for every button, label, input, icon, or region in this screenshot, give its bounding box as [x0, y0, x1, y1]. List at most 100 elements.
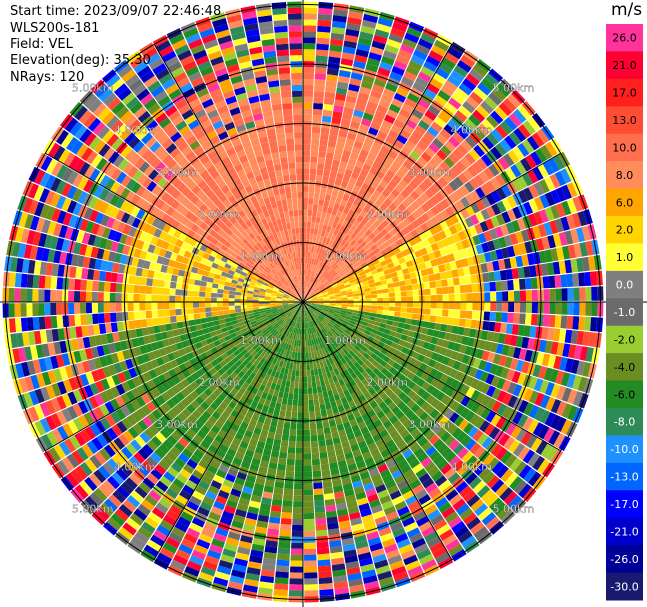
range-gate	[325, 80, 337, 88]
range-gate	[288, 441, 296, 448]
range-gate	[489, 281, 497, 292]
range-gate	[348, 350, 356, 358]
range-gate	[313, 246, 318, 254]
range-gate	[319, 329, 325, 336]
range-gate	[489, 342, 498, 353]
range-gate	[293, 495, 303, 502]
range-gate	[424, 288, 431, 296]
range-gate	[433, 361, 442, 371]
range-gate	[392, 321, 400, 328]
range-gate	[317, 297, 324, 300]
range-gate	[210, 292, 218, 298]
range-gate	[234, 295, 241, 299]
range-gate	[304, 578, 318, 585]
range-gate	[402, 38, 417, 49]
range-gate	[437, 89, 451, 102]
range-gate	[420, 135, 432, 147]
range-gate	[401, 226, 410, 236]
range-gate	[317, 553, 331, 561]
range-gate	[377, 271, 385, 277]
range-gate	[309, 233, 314, 241]
range-gate	[389, 211, 398, 221]
range-gate	[335, 303, 342, 306]
range-gate	[328, 239, 334, 247]
range-gate	[560, 168, 572, 184]
range-gate	[388, 179, 398, 189]
range-gate	[470, 202, 481, 214]
range-gate	[411, 129, 423, 141]
range-gate	[352, 185, 361, 194]
range-gate	[305, 299, 312, 302]
range-gate	[381, 332, 390, 340]
range-gate	[448, 439, 460, 451]
range-gate	[304, 554, 317, 561]
range-gate	[365, 302, 372, 306]
range-gate	[286, 374, 292, 382]
range-gate	[512, 411, 524, 425]
range-gate	[193, 285, 201, 292]
range-gate	[284, 482, 294, 490]
range-gate	[274, 481, 285, 489]
range-gate	[435, 315, 443, 324]
range-gate	[376, 330, 384, 337]
range-gate	[584, 271, 592, 287]
range-gate	[334, 266, 341, 273]
range-gate	[443, 262, 452, 272]
range-gate	[274, 583, 289, 591]
range-gate	[318, 322, 324, 329]
range-gate	[530, 277, 538, 290]
range-gate	[303, 162, 310, 169]
range-gate	[313, 228, 319, 236]
range-gate	[376, 130, 388, 140]
range-gate	[350, 171, 360, 180]
range-gate	[429, 315, 437, 323]
range-gate	[306, 288, 310, 295]
range-gate	[556, 385, 567, 401]
range-gate	[435, 212, 445, 223]
range-gate	[305, 296, 310, 301]
range-gate	[383, 197, 393, 207]
range-gate	[280, 518, 292, 525]
range-gate	[476, 157, 488, 171]
range-gate	[443, 366, 453, 376]
range-gate	[336, 268, 343, 274]
range-gate	[228, 294, 235, 299]
range-gate	[285, 410, 292, 418]
range-gate	[444, 52, 460, 65]
range-gate	[310, 222, 316, 229]
range-gate	[303, 114, 313, 121]
range-gate	[303, 13, 317, 20]
range-gate	[361, 182, 370, 191]
range-gate	[390, 124, 402, 135]
range-gate	[335, 299, 342, 302]
range-gate	[364, 157, 374, 167]
range-gate	[555, 187, 567, 202]
range-gate	[397, 49, 413, 60]
range-gate	[502, 302, 509, 312]
range-gate	[381, 375, 390, 384]
range-gate	[306, 288, 309, 294]
range-gate	[501, 198, 512, 211]
range-gate	[418, 472, 431, 484]
range-gate	[252, 304, 259, 308]
range-gate	[424, 260, 433, 269]
range-gate	[458, 82, 473, 96]
range-gate	[303, 506, 315, 514]
range-gate	[422, 254, 431, 262]
range-gate	[326, 146, 336, 154]
range-gate	[314, 253, 319, 260]
range-gate	[446, 168, 458, 180]
range-gate	[376, 371, 385, 380]
range-gate	[460, 196, 471, 208]
range-gate	[454, 293, 461, 302]
range-gate	[329, 319, 336, 325]
range-gate	[379, 275, 387, 281]
range-gate	[385, 351, 394, 359]
range-gate	[538, 179, 550, 194]
range-gate	[344, 101, 356, 110]
range-gate	[393, 92, 407, 103]
range-gate	[332, 256, 339, 263]
range-gate	[405, 312, 413, 319]
range-gate	[432, 454, 445, 466]
range-gate	[345, 95, 357, 104]
